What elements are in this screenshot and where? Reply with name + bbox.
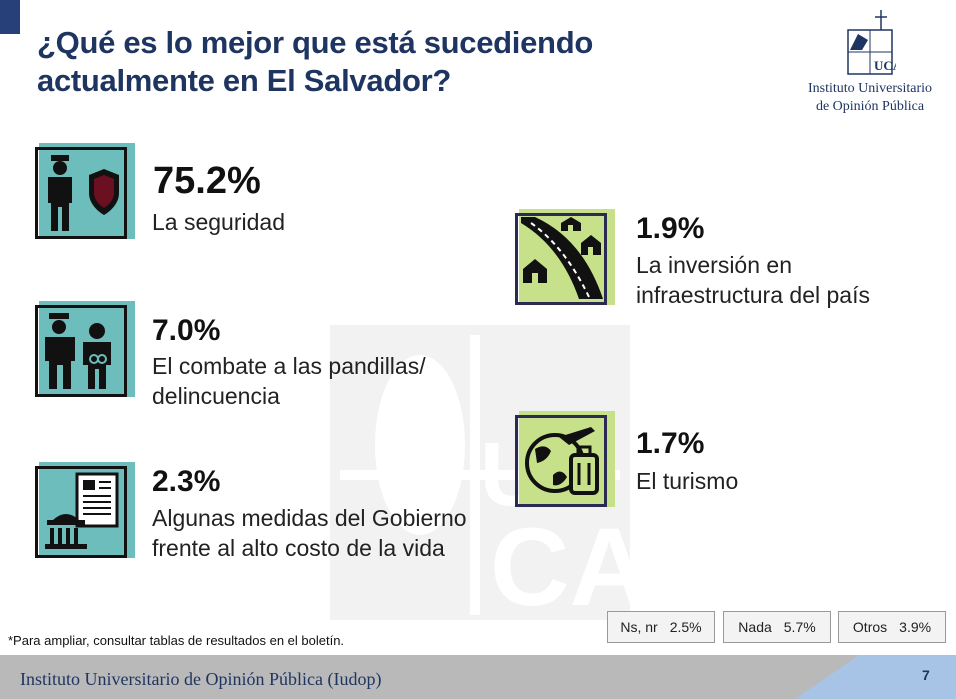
item-percentage: 1.9% <box>636 212 705 245</box>
other-response-value: 2.5% <box>669 619 702 635</box>
government-document-icon <box>45 472 119 549</box>
item-desc-line-2: frente al alto costo de la vida <box>152 535 445 561</box>
svg-text:UCA: UCA <box>874 58 896 73</box>
item-percentage: 7.0% <box>152 314 221 347</box>
item-percentage: 1.7% <box>636 427 705 460</box>
page-title: ¿Qué es lo mejor que está sucediendo act… <box>37 24 737 100</box>
road-houses-icon <box>521 217 603 299</box>
uca-watermark-icon: CA U <box>330 325 630 620</box>
globe-luggage-icon <box>525 427 599 495</box>
police-shield-icon <box>48 155 119 231</box>
footer-bar <box>0 655 956 699</box>
icon-box-pandillas <box>35 301 135 401</box>
footnote: *Para ampliar, consultar tablas de resul… <box>8 633 345 648</box>
other-response-value: 5.7% <box>783 619 816 635</box>
corner-accent <box>0 0 20 34</box>
item-description: Algunas medidas del Gobierno frente al a… <box>152 503 467 563</box>
police-arrest-icon <box>45 313 111 389</box>
item-percentage: 75.2% <box>153 160 261 202</box>
logo-text: Instituto Universitario de Opinión Públi… <box>790 80 950 116</box>
title-line-2: actualmente en El Salvador? <box>37 63 451 98</box>
item-desc-line-1: El turismo <box>636 468 739 494</box>
other-response-label: Ns, nr <box>620 619 658 635</box>
logo-line-1: Instituto Universitario <box>807 81 933 96</box>
item-description: La inversión en infraestructura del país <box>636 250 870 310</box>
item-description: El combate a las pandillas/ delincuencia <box>152 351 426 411</box>
iudop-logo: UCA Instituto Universitario de Opinión P… <box>790 10 950 125</box>
item-desc-line-1: La inversión en <box>636 252 792 278</box>
other-response-otros: Otros 3.9% <box>838 611 946 643</box>
logo-line-2: de Opinión Pública <box>815 99 925 114</box>
item-description: La seguridad <box>152 207 285 237</box>
item-description: El turismo <box>636 466 738 496</box>
item-percentage: 2.3% <box>152 465 221 498</box>
other-response-nada: Nada 5.7% <box>723 611 831 643</box>
title-line-1: ¿Qué es lo mejor que está sucediendo <box>37 25 593 60</box>
icon-box-seguridad <box>35 143 135 243</box>
item-desc-line-2: infraestructura del país <box>636 282 870 308</box>
other-response-label: Otros <box>852 619 888 635</box>
uca-seal-icon: UCA <box>847 10 896 75</box>
icon-box-costo-vida <box>35 462 135 562</box>
icon-box-turismo <box>515 411 615 511</box>
other-response-value: 3.9% <box>899 619 932 635</box>
item-desc-line-1: Algunas medidas del Gobierno <box>152 505 467 531</box>
page-number: 7 <box>922 667 930 683</box>
item-desc-line-2: delincuencia <box>152 383 280 409</box>
item-desc-line-1: El combate a las pandillas/ <box>152 353 426 379</box>
footer-institution: Instituto Universitario de Opinión Públi… <box>20 669 382 689</box>
item-desc-line-1: La seguridad <box>152 209 285 235</box>
other-response-label: Nada <box>738 619 772 635</box>
other-response-ns-nr: Ns, nr 2.5% <box>607 611 715 643</box>
icon-box-infraestructura <box>515 209 615 309</box>
svg-text:CA: CA <box>490 506 630 620</box>
